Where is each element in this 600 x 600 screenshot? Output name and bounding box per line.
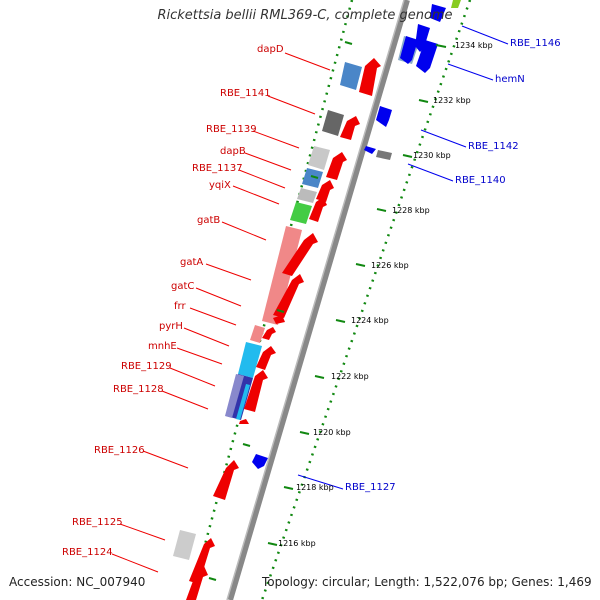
cds-arrow (415, 24, 430, 52)
gene-label-rbe-1126: RBE_1126 (94, 445, 145, 456)
tick-marks (267, 44, 447, 546)
gene-label-mnhe: mnhE (148, 341, 177, 352)
gene-label-rbe-1124: RBE_1124 (62, 547, 113, 558)
topology-text: Topology: circular; Length: 1,522,076 bp… (262, 575, 592, 589)
feature-block (322, 110, 344, 136)
gene-label-rbe-1146: RBE_1146 (510, 38, 561, 49)
forward-cds-track (186, 58, 381, 600)
cds-arrow (416, 40, 438, 73)
tick-label-1234: 1234 kbp (455, 41, 493, 50)
gene-label-pyrh: pyrH (159, 321, 183, 332)
gene-label-gata: gatA (180, 257, 204, 268)
feature-block (250, 325, 265, 343)
tick-label-1220: 1220 kbp (313, 428, 351, 437)
gene-label-dapd: dapD (257, 44, 284, 55)
cds-arrow (239, 419, 249, 424)
cds-arrow (316, 180, 334, 202)
reverse-cds-track (252, 4, 446, 469)
gene-label-yqix: yqiX (209, 180, 231, 191)
feature-block (297, 188, 317, 203)
reverse-leaders (297, 25, 509, 490)
tick-label-1226: 1226 kbp (371, 261, 409, 270)
cds-arrow (244, 370, 268, 412)
tick-label-1222: 1222 kbp (331, 372, 369, 381)
tick-label-1216: 1216 kbp (278, 539, 316, 548)
feature-block (173, 530, 196, 560)
cds-arrow (376, 106, 392, 127)
cds-arrow (364, 146, 376, 154)
feature-block (376, 150, 392, 160)
cds-arrow (340, 116, 360, 140)
feature-block (340, 62, 362, 90)
outer-ring-dashes (208, 41, 353, 581)
gene-label-dapb: dapB (220, 146, 246, 157)
gene-label-rbe-1142: RBE_1142 (468, 141, 519, 152)
cds-arrow (400, 36, 418, 64)
cds-arrow (213, 460, 239, 500)
gene-label-rbe-1137: RBE_1137 (192, 163, 243, 174)
gene-label-rbe-1127: RBE_1127 (345, 482, 396, 493)
cds-arrow (256, 346, 276, 370)
tick-label-1228: 1228 kbp (392, 206, 430, 215)
cds-arrow (430, 4, 446, 22)
cds-arrow (273, 274, 304, 318)
gene-label-rbe-1129: RBE_1129 (121, 361, 172, 372)
tick-label-1224: 1224 kbp (351, 316, 389, 325)
cds-arrow (262, 327, 276, 340)
feature-block (290, 202, 312, 224)
feature-block (236, 384, 250, 420)
tick-label-1218: 1218 kbp (296, 483, 334, 492)
cds-arrow (309, 197, 327, 222)
feature-block (238, 342, 262, 378)
backbone (227, 0, 410, 600)
cds-arrow (189, 538, 215, 584)
cds-arrow (186, 566, 208, 600)
inner-tick-ring (260, 0, 472, 600)
feature-block (262, 226, 302, 325)
gene-label-rbe-1141: RBE_1141 (220, 88, 271, 99)
cds-arrow (273, 315, 285, 324)
tick-label-1232: 1232 kbp (433, 96, 471, 105)
gene-label-hemn: hemN (495, 74, 525, 85)
top-feature-green (451, 0, 461, 8)
gene-label-gatc: gatC (171, 281, 195, 292)
feature-blocks (173, 36, 420, 560)
gene-label-frr: frr (174, 301, 186, 312)
backbone-highlight (226, 0, 405, 600)
gene-label-rbe-1128: RBE_1128 (113, 384, 164, 395)
cds-arrow (252, 454, 268, 469)
page-title: Rickettsia bellii RML369-C, complete gen… (157, 8, 453, 23)
feature-block (308, 146, 330, 170)
tick-label-1230: 1230 kbp (413, 151, 451, 160)
feature-block (225, 374, 244, 418)
gene-label-rbe-1125: RBE_1125 (72, 517, 123, 528)
forward-leaders (111, 52, 331, 573)
cds-arrow (282, 233, 318, 276)
cds-arrow (326, 152, 347, 180)
cds-arrow (359, 58, 381, 96)
gene-label-rbe-1140: RBE_1140 (455, 175, 506, 186)
gene-label-rbe-1139: RBE_1139 (206, 124, 257, 135)
accession-text: Accession: NC_007940 (9, 575, 146, 589)
feature-block (302, 168, 323, 188)
gene-label-gatb: gatB (197, 215, 221, 226)
